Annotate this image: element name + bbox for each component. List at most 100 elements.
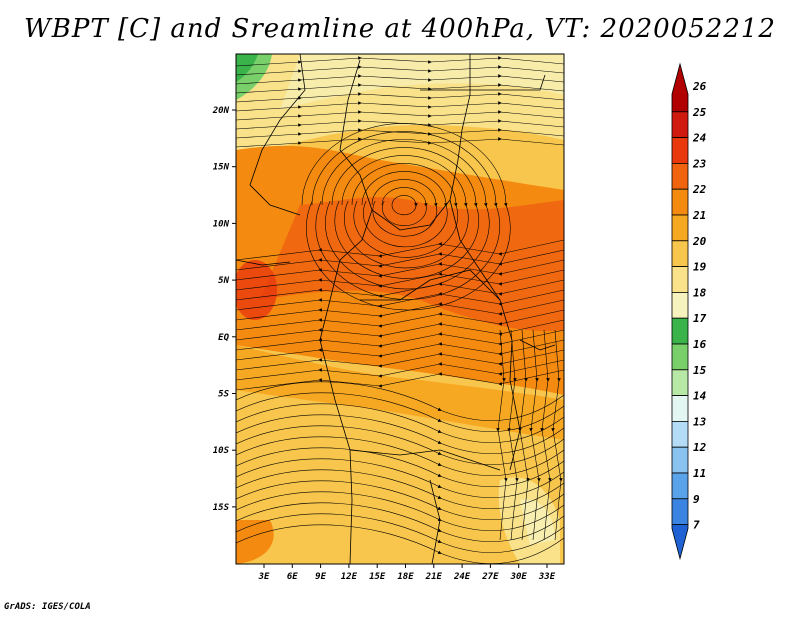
temperature-field — [236, 54, 564, 564]
footer-credit: GrADS: IGES/COLA — [4, 602, 91, 612]
colorbar-label: 13 — [693, 415, 707, 428]
lat-label: 15N — [213, 163, 230, 173]
streamline — [236, 65, 564, 76]
colorbar-swatch — [671, 343, 689, 371]
colorbar-label: 20 — [692, 235, 707, 248]
colorbar-swatch — [671, 291, 689, 319]
colorbar-label: 17 — [693, 312, 707, 325]
colorbar-swatch — [671, 162, 689, 190]
streamline — [236, 269, 564, 291]
streamline — [236, 339, 564, 361]
streamline — [236, 259, 564, 281]
streamline — [236, 239, 564, 261]
colorbar-swatch — [671, 472, 689, 500]
streamline — [236, 289, 564, 311]
colorbar-swatch — [671, 111, 689, 139]
streamline — [236, 309, 564, 331]
colorbar-label: 22 — [692, 183, 707, 196]
colorbar-label: 26 — [692, 80, 707, 93]
colorbar-label: 15 — [693, 364, 707, 377]
lat-label: 5S — [218, 390, 229, 400]
lon-label: 3E — [258, 572, 270, 582]
political-borders — [236, 54, 556, 564]
colorbar-swatch — [671, 214, 689, 242]
map-frame — [235, 53, 565, 565]
streamlines — [236, 56, 564, 564]
streamline — [236, 279, 564, 301]
lat-label: 10S — [213, 446, 230, 456]
streamline — [496, 329, 508, 541]
colorbar-label: 11 — [693, 467, 706, 480]
colorbar-swatch — [671, 188, 689, 216]
lon-label: 18E — [397, 572, 414, 582]
colorbar-swatch — [671, 395, 689, 422]
streamline — [381, 187, 428, 226]
colorbar-label: 24 — [692, 132, 707, 145]
colorbar-label: 23 — [692, 157, 707, 170]
lon-label: 15E — [369, 572, 386, 582]
lon-label: 6E — [287, 572, 298, 582]
lon-label: 27E — [481, 572, 499, 582]
lon-label: 21E — [425, 572, 443, 582]
streamline — [236, 92, 564, 103]
colorbar-label: 9 — [693, 493, 700, 506]
lon-label: 30E — [510, 572, 528, 582]
streamline — [236, 249, 564, 271]
lat-label: 10N — [213, 219, 230, 229]
colorbar-label: 12 — [693, 441, 707, 454]
colorbar-label: 21 — [692, 209, 706, 222]
colorbar-swatch — [671, 137, 689, 164]
longitude-axis: 3E 6E 9E 12E 15E 18E 21E 24E 27E 30E 33E — [258, 564, 556, 582]
streamline — [236, 110, 564, 121]
colorbar-swatch — [671, 498, 689, 525]
colorbar-swatch — [671, 266, 689, 293]
streamline — [361, 171, 448, 248]
lon-label: 12E — [341, 572, 358, 582]
colorbar-label: 16 — [693, 338, 707, 351]
streamline — [236, 83, 564, 94]
lon-label: 24E — [453, 572, 471, 582]
streamline — [236, 299, 564, 321]
colorbar-top-arrow — [671, 62, 689, 113]
lat-label: EQ — [218, 333, 229, 343]
streamline — [529, 329, 541, 541]
colorbar: 26 25 24 23 22 21 20 19 18 17 16 15 14 13 12 11 9 7 — [671, 62, 707, 561]
colorbar-swatch — [671, 420, 689, 448]
streamline — [236, 137, 564, 148]
streamline — [236, 502, 564, 542]
colorbar-label: 14 — [693, 390, 707, 403]
colorbar-label: 7 — [693, 519, 700, 532]
colorbar-bottom-arrow — [671, 524, 689, 561]
lat-label: 20N — [212, 106, 230, 116]
colorbar-swatch — [671, 369, 689, 396]
streamline — [371, 179, 438, 237]
streamline — [236, 119, 564, 130]
lat-label: 5N — [218, 276, 229, 286]
streamline — [236, 329, 564, 351]
streamline — [507, 329, 519, 541]
colorbar-swatch — [671, 317, 689, 345]
streamline — [540, 329, 552, 541]
plot-title: WBPT [C] and Sreamline at 400hPa, VT: 20… — [24, 14, 776, 44]
lon-label: 33E — [538, 572, 556, 582]
streamline — [236, 101, 564, 112]
colorbar-swatch — [671, 446, 689, 474]
latitude-axis: 20N 15N 10N 5N EQ 5S 10S 15S — [212, 106, 236, 513]
streamline — [391, 195, 418, 216]
streamline — [236, 458, 564, 498]
streamline — [236, 56, 564, 67]
lon-label: 9E — [315, 572, 326, 582]
lat-label: 15S — [213, 503, 230, 513]
streamline — [236, 524, 564, 564]
streamline — [236, 480, 564, 520]
streamline — [236, 491, 564, 531]
colorbar-swatch — [671, 240, 689, 268]
streamline — [236, 513, 564, 553]
streamline — [551, 329, 563, 541]
colorbar-label: 25 — [692, 106, 707, 119]
colorbar-label: 18 — [693, 286, 707, 299]
streamline — [236, 74, 564, 85]
streamline — [236, 319, 564, 341]
colorbar-label: 19 — [693, 261, 707, 274]
